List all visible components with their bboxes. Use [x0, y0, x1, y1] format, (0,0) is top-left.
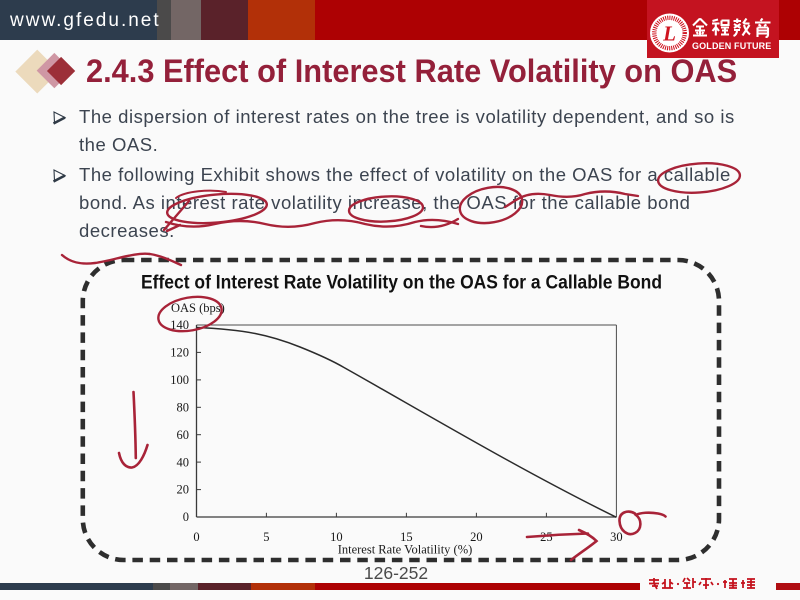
svg-text:30: 30	[610, 530, 623, 544]
svg-text:Effect of Interest Rate Volati: Effect of Interest Rate Volatility on th…	[141, 273, 662, 294]
svg-text:0: 0	[183, 510, 189, 524]
svg-text:0: 0	[193, 530, 199, 544]
svg-text:80: 80	[177, 400, 190, 414]
svg-text:60: 60	[177, 428, 190, 442]
svg-text:40: 40	[177, 455, 190, 469]
svg-text:5: 5	[263, 530, 269, 544]
svg-text:OAS (bps): OAS (bps)	[171, 301, 225, 315]
svg-text:10: 10	[330, 530, 343, 544]
svg-text:20: 20	[177, 483, 190, 497]
svg-text:15: 15	[400, 530, 413, 544]
svg-text:Interest Rate Volatility (%): Interest Rate Volatility (%)	[338, 543, 473, 557]
svg-text:L: L	[662, 22, 676, 46]
svg-text:140: 140	[170, 318, 189, 332]
svg-text:20: 20	[470, 530, 483, 544]
svg-text:100: 100	[170, 373, 189, 387]
svg-text:120: 120	[170, 346, 189, 360]
svg-text:25: 25	[540, 530, 553, 544]
